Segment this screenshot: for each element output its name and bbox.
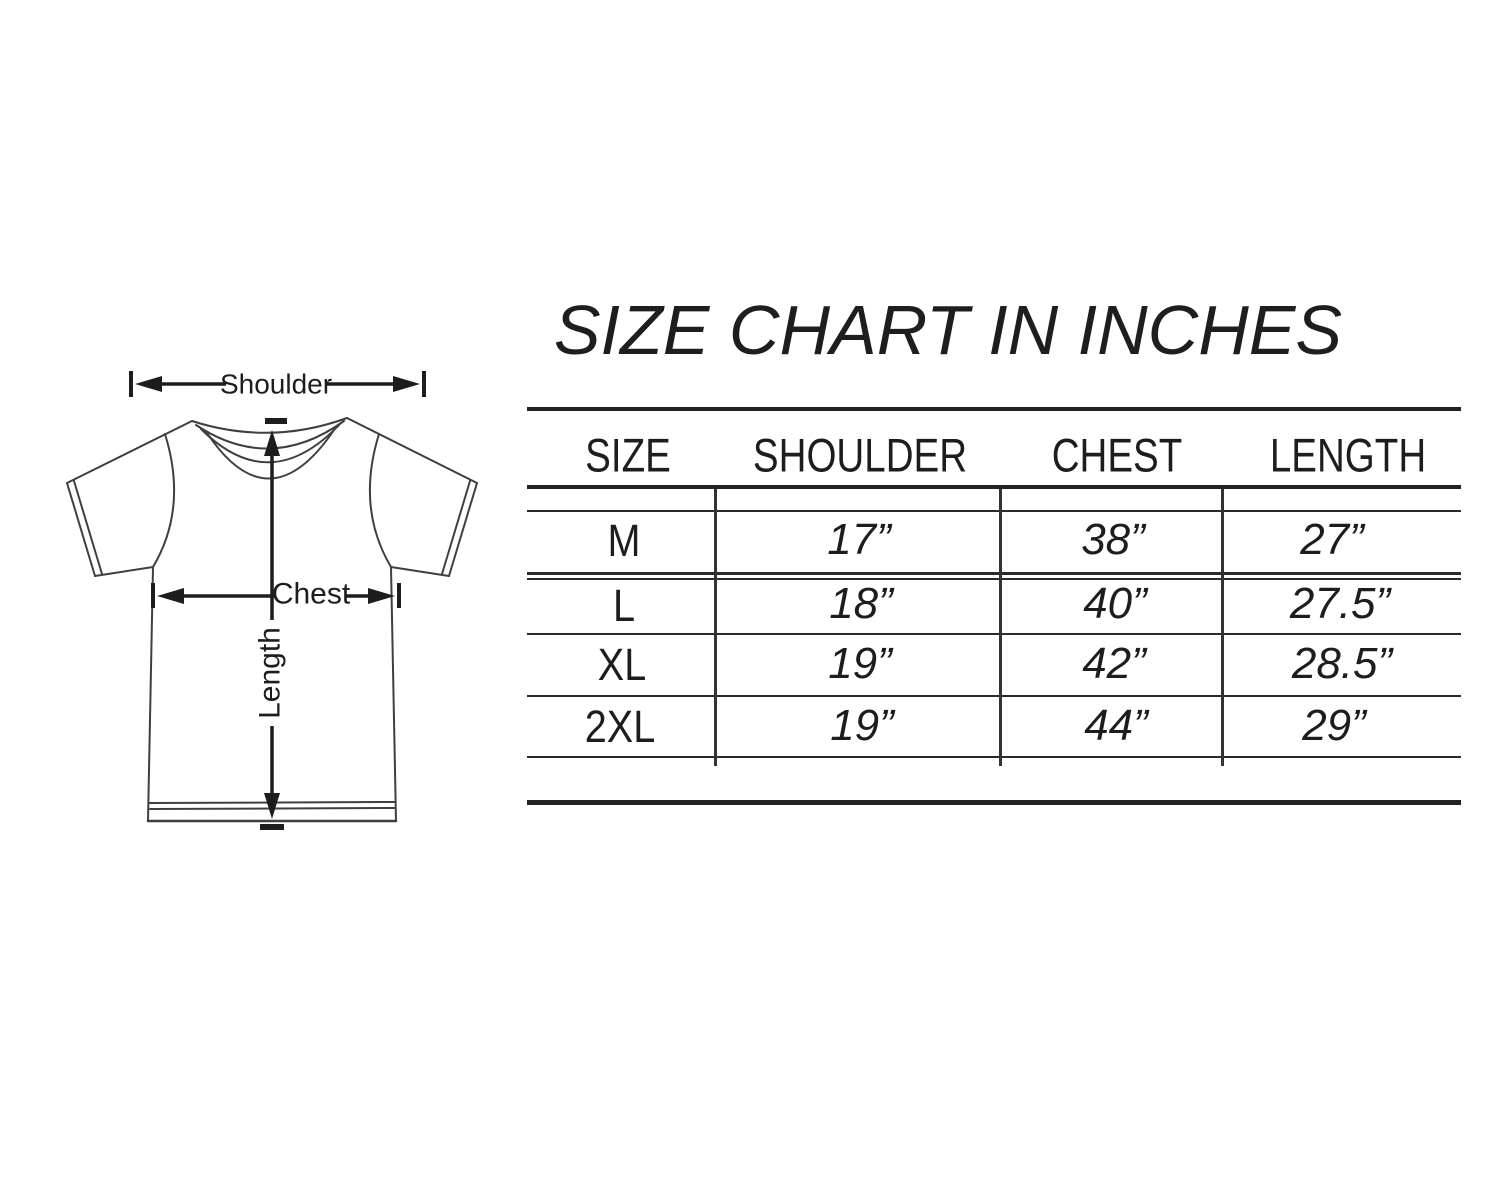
shoulder-measure-label: Shoulder	[220, 369, 332, 400]
table-row-rule-2	[527, 633, 1461, 635]
chest-value-xl: 42”	[1082, 639, 1146, 688]
size-label-2xl: 2XL	[584, 701, 656, 752]
shoulder-measure-arrow: Shoulder	[129, 369, 426, 400]
column-header-shoulder: SHOULDER	[752, 428, 968, 482]
table-column-divider-3	[1221, 489, 1224, 766]
table-column-divider-2	[999, 489, 1002, 766]
shoulder-value-l: 18”	[829, 579, 893, 628]
length-value-xl: 28.5”	[1291, 639, 1393, 688]
chest-value-l: 40”	[1083, 579, 1147, 628]
page-title: SIZE CHART IN INCHES	[553, 291, 1343, 369]
size-label-m: M	[607, 515, 641, 566]
chest-value-2xl: 44”	[1084, 701, 1148, 750]
shoulder-value-m: 17”	[827, 515, 891, 564]
table-row-rule-0	[527, 510, 1461, 512]
length-value-m: 27”	[1300, 515, 1364, 564]
chest-measure-label: Chest	[272, 578, 351, 611]
table-column-divider-1	[714, 489, 717, 766]
size-label-l: L	[612, 580, 636, 631]
table-bottom-rule	[527, 800, 1461, 805]
column-header-length: LENGTH	[1269, 428, 1427, 482]
table-top-rule	[527, 407, 1461, 411]
table-row-rule-1a	[527, 572, 1461, 575]
length-measure-label: Length	[254, 627, 287, 719]
shoulder-value-xl: 19”	[828, 639, 892, 688]
length-value-l: 27.5”	[1289, 579, 1391, 628]
size-label-xl: XL	[597, 639, 647, 690]
chest-measure-arrow: Chest	[151, 578, 401, 611]
table-header-rule	[527, 485, 1461, 489]
table-row-rule-1b	[527, 578, 1461, 580]
table-row-rule-3	[527, 695, 1461, 697]
shoulder-value-2xl: 19”	[830, 701, 894, 750]
length-measure-arrow: Length	[254, 418, 287, 830]
column-header-size: SIZE	[585, 428, 671, 482]
table-row-rule-4	[527, 756, 1461, 758]
chest-value-m: 38”	[1081, 515, 1145, 564]
length-value-2xl: 29”	[1302, 701, 1366, 750]
column-header-chest: CHEST	[1051, 428, 1183, 482]
